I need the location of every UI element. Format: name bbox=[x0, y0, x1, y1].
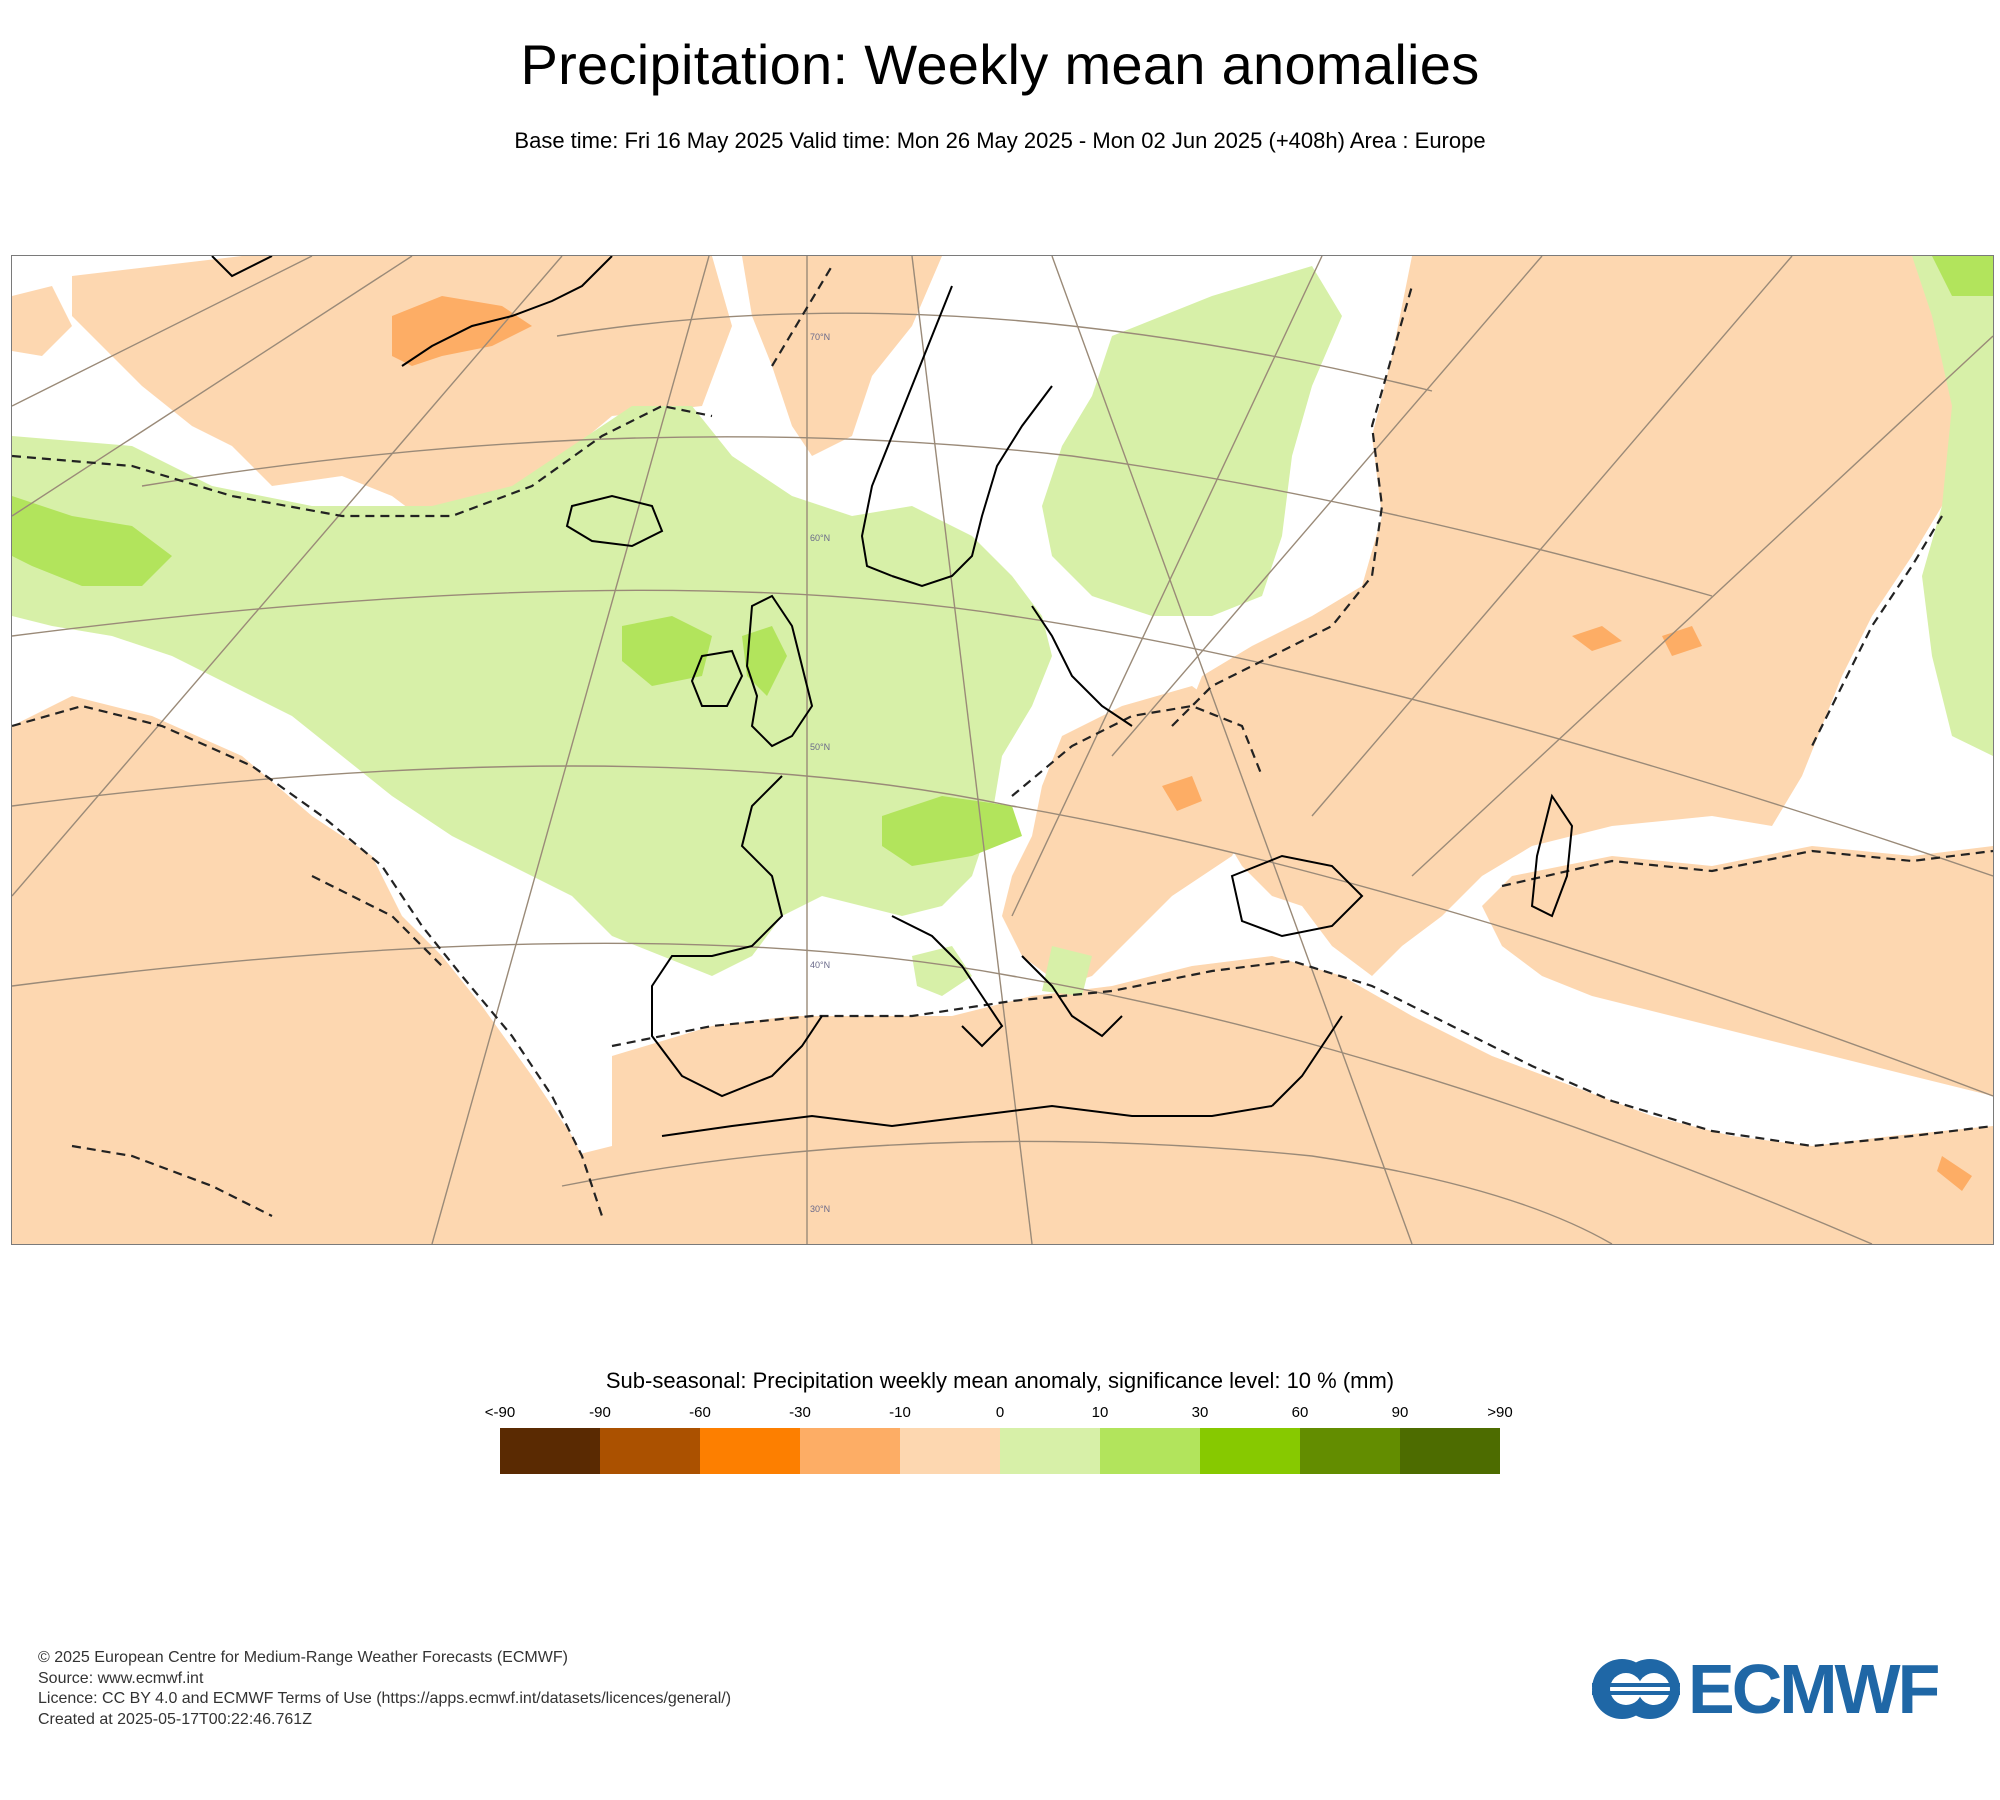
dry-anomaly-regions bbox=[12, 256, 1993, 1244]
chart-subtitle: Base time: Fri 16 May 2025 Valid time: M… bbox=[514, 128, 1486, 153]
legend-label: -90 bbox=[589, 1404, 611, 1421]
significance-contours bbox=[12, 265, 1993, 1217]
legend-swatch bbox=[900, 1428, 1000, 1474]
anomaly-map: 70°N 60°N 50°N 40°N 30°N bbox=[11, 255, 1994, 1245]
legend-swatch bbox=[1300, 1428, 1400, 1474]
legend-label: 90 bbox=[1391, 1404, 1409, 1421]
lat-label-30: 30°N bbox=[810, 1204, 830, 1214]
legend-swatch bbox=[1200, 1428, 1300, 1474]
coastlines bbox=[211, 256, 1574, 1137]
lat-label-60: 60°N bbox=[810, 533, 830, 543]
legend-swatch bbox=[1000, 1428, 1100, 1474]
ecmwf-logo: ECMWF bbox=[1590, 1650, 1965, 1728]
legend-swatch bbox=[700, 1428, 800, 1474]
legend-title: Sub-seasonal: Precipitation weekly mean … bbox=[605, 1368, 1395, 1393]
wet-anomaly-regions bbox=[12, 256, 1993, 996]
footer: © 2025 European Centre for Medium-Range … bbox=[38, 1648, 731, 1730]
ecmwf-logo-icon bbox=[1592, 1659, 1680, 1719]
ecmwf-logo-text: ECMWF bbox=[1688, 1650, 1940, 1728]
created-text: Created at 2025-05-17T00:22:46.761Z bbox=[38, 1710, 312, 1728]
legend-swatch bbox=[800, 1428, 900, 1474]
licence-text: Licence: CC BY 4.0 and ECMWF Terms of Us… bbox=[38, 1690, 732, 1707]
legend-swatch bbox=[600, 1428, 700, 1474]
legend-label: 0 bbox=[995, 1404, 1005, 1421]
legend-label: <-90 bbox=[484, 1404, 516, 1421]
legend-label: >90 bbox=[1487, 1404, 1513, 1421]
legend-label: -10 bbox=[889, 1404, 911, 1421]
latitude-labels: 70°N 60°N 50°N 40°N 30°N bbox=[810, 332, 830, 1214]
graticule bbox=[12, 256, 1993, 1244]
copyright-text: © 2025 European Centre for Medium-Range … bbox=[38, 1649, 568, 1666]
legend-label: -60 bbox=[689, 1404, 711, 1421]
chart-title: Precipitation: Weekly mean anomalies bbox=[520, 33, 1480, 96]
legend-swatch bbox=[500, 1428, 600, 1474]
legend-label: 10 bbox=[1091, 1404, 1109, 1421]
legend-label: -30 bbox=[789, 1404, 811, 1421]
legend-label: 30 bbox=[1191, 1404, 1209, 1421]
strong-wet-patches bbox=[12, 256, 1993, 866]
legend-colorbar bbox=[500, 1428, 1500, 1474]
source-text: Source: www.ecmwf.int bbox=[38, 1669, 204, 1687]
lat-label-50: 50°N bbox=[810, 742, 830, 752]
lat-label-70: 70°N bbox=[810, 332, 830, 342]
legend-label: 60 bbox=[1291, 1404, 1309, 1421]
legend-swatch bbox=[1100, 1428, 1200, 1474]
legend-labels: <-90 -90 -60 -30 -10 0 10 30 60 90 >90 bbox=[485, 1404, 1513, 1424]
legend-swatch bbox=[1400, 1428, 1500, 1474]
lat-label-40: 40°N bbox=[810, 960, 830, 970]
